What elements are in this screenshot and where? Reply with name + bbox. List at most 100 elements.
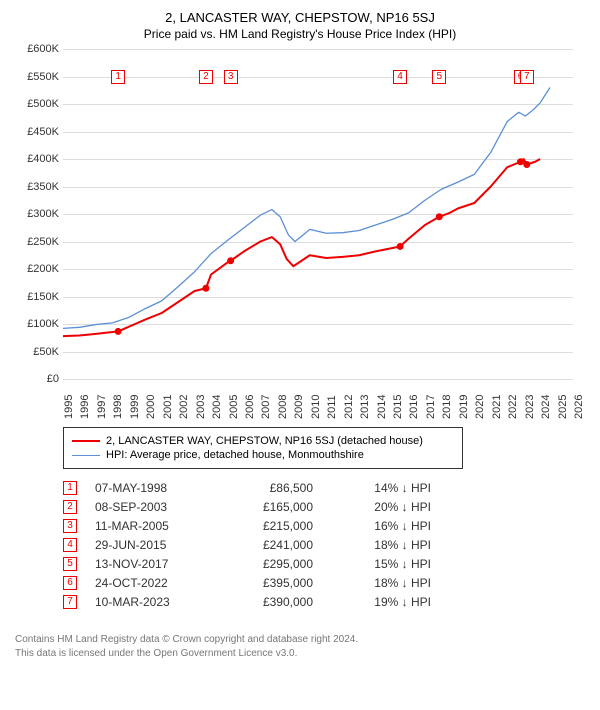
- x-axis-label: 2002: [178, 395, 186, 419]
- sales-row-price: £395,000: [223, 576, 313, 590]
- sales-row-date: 24-OCT-2022: [95, 576, 205, 590]
- page-container: 2, LANCASTER WAY, CHEPSTOW, NP16 5SJ Pri…: [0, 0, 600, 619]
- sales-row-index-box: 7: [63, 595, 77, 609]
- sales-row-price: £295,000: [223, 557, 313, 571]
- y-axis-label: £250K: [15, 236, 59, 248]
- sales-row-date: 10-MAR-2023: [95, 595, 205, 609]
- sale-marker-dot: [436, 213, 443, 220]
- legend-swatch-property: [72, 440, 100, 442]
- sale-marker-box: 2: [199, 70, 213, 84]
- x-axis-label: 2013: [359, 395, 367, 419]
- x-axis-label: 2004: [211, 395, 219, 419]
- y-axis-label: £450K: [15, 126, 59, 138]
- sales-row: 429-JUN-2015£241,00018% ↓ HPI: [63, 538, 585, 552]
- sales-row-diff: 14% ↓ HPI: [331, 481, 431, 495]
- sales-row: 107-MAY-1998£86,50014% ↓ HPI: [63, 481, 585, 495]
- sales-row-diff: 16% ↓ HPI: [331, 519, 431, 533]
- sales-row-price: £86,500: [223, 481, 313, 495]
- x-axis-label: 2019: [458, 395, 466, 419]
- sale-marker-box: 3: [224, 70, 238, 84]
- sales-row-price: £165,000: [223, 500, 313, 514]
- x-axis-label: 2021: [491, 395, 499, 419]
- chart-svg: [63, 49, 573, 379]
- sale-marker-box: 5: [432, 70, 446, 84]
- sales-row: 2 08-SEP-2003 £165,000 20% ↓ HPI: [63, 500, 585, 514]
- x-axis-label: 2009: [293, 395, 301, 419]
- x-axis-label: 2014: [376, 395, 384, 419]
- sales-row-date: 11-MAR-2005: [95, 519, 205, 533]
- sales-row-index-box: 3: [63, 519, 77, 533]
- sales-row: 7 10-MAR-2023 £390,000 19% ↓ HPI: [63, 595, 585, 609]
- sales-row-date: 29-JUN-2015: [95, 538, 205, 552]
- sales-row-index-box: 4: [63, 538, 77, 552]
- sales-row-diff: 18% ↓ HPI: [331, 538, 431, 552]
- legend-swatch-hpi: [72, 455, 100, 456]
- x-axis-label: 1995: [63, 395, 71, 419]
- plot-area: 1995199619971998199920002001200220032004…: [63, 49, 573, 379]
- y-axis-label: £400K: [15, 153, 59, 165]
- x-axis-label: 2025: [557, 395, 565, 419]
- sale-marker-dot: [517, 158, 524, 165]
- x-axis-label: 2007: [260, 395, 268, 419]
- footer-line-2: This data is licensed under the Open Gov…: [15, 647, 600, 661]
- sales-row: 513-NOV-2017£295,00015% ↓ HPI: [63, 557, 585, 571]
- y-axis-label: £150K: [15, 291, 59, 303]
- chart: 1995199619971998199920002001200220032004…: [15, 49, 573, 379]
- sales-row-price: £215,000: [223, 519, 313, 533]
- sales-row: 3 11-MAR-2005 £215,000 16% ↓ HPI: [63, 519, 585, 533]
- legend-label-property: 2, LANCASTER WAY, CHEPSTOW, NP16 5SJ (de…: [106, 435, 423, 447]
- x-axis-label: 2017: [425, 395, 433, 419]
- y-axis-label: £100K: [15, 318, 59, 330]
- sales-row-index-box: 2: [63, 500, 77, 514]
- legend: 2, LANCASTER WAY, CHEPSTOW, NP16 5SJ (de…: [63, 427, 463, 469]
- sale-marker-dot: [202, 285, 209, 292]
- sale-marker-dot: [115, 328, 122, 335]
- legend-label-hpi: HPI: Average price, detached house, Monm…: [106, 449, 364, 461]
- series-hpi: [63, 88, 550, 329]
- x-axis-label: 2023: [524, 395, 532, 419]
- x-axis-label: 1998: [112, 395, 120, 419]
- series-property: [63, 159, 540, 336]
- sale-marker-dot: [227, 257, 234, 264]
- y-axis-label: £350K: [15, 181, 59, 193]
- legend-item-hpi: HPI: Average price, detached house, Monm…: [72, 449, 454, 461]
- x-axis-label: 1999: [129, 395, 137, 419]
- y-axis-label: £500K: [15, 98, 59, 110]
- legend-item-property: 2, LANCASTER WAY, CHEPSTOW, NP16 5SJ (de…: [72, 435, 454, 447]
- y-axis-label: £0: [15, 373, 59, 385]
- x-axis-label: 2001: [162, 395, 170, 419]
- footer: Contains HM Land Registry data © Crown c…: [15, 633, 600, 660]
- y-axis-label: £300K: [15, 208, 59, 220]
- x-axis-label: 2020: [474, 395, 482, 419]
- sales-row-diff: 20% ↓ HPI: [331, 500, 431, 514]
- sales-row-diff: 18% ↓ HPI: [331, 576, 431, 590]
- x-axis-label: 2026: [573, 395, 581, 419]
- x-axis-labels: 1995199619971998199920002001200220032004…: [63, 379, 573, 421]
- sales-table: 107-MAY-1998£86,50014% ↓ HPI208-SEP-2003…: [63, 481, 585, 609]
- sale-marker-dot: [397, 243, 404, 250]
- x-axis-label: 2024: [540, 395, 548, 419]
- sales-row-index-box: 6: [63, 576, 77, 590]
- sale-marker-box: 7: [520, 70, 534, 84]
- x-axis-label: 2022: [507, 395, 515, 419]
- sales-row: 6 24-OCT-2022 £395,000 18% ↓ HPI: [63, 576, 585, 590]
- y-axis-label: £550K: [15, 71, 59, 83]
- sales-row-diff: 19% ↓ HPI: [331, 595, 431, 609]
- x-axis-label: 2018: [441, 395, 449, 419]
- sale-marker-dot: [523, 161, 530, 168]
- x-axis-label: 1997: [96, 395, 104, 419]
- x-axis-label: 2011: [326, 395, 334, 419]
- page-subtitle: Price paid vs. HM Land Registry's House …: [15, 27, 585, 41]
- sales-row-index-box: 5: [63, 557, 77, 571]
- y-axis-label: £50K: [15, 346, 59, 358]
- y-axis-label: £600K: [15, 43, 59, 55]
- sale-marker-box: 1: [111, 70, 125, 84]
- x-axis-label: 2008: [277, 395, 285, 419]
- sales-row-price: £390,000: [223, 595, 313, 609]
- sales-row-date: 08-SEP-2003: [95, 500, 205, 514]
- x-axis-label: 2010: [310, 395, 318, 419]
- x-axis-label: 2000: [145, 395, 153, 419]
- x-axis-label: 2006: [244, 395, 252, 419]
- x-axis-label: 2012: [343, 395, 351, 419]
- sales-row-date: 13-NOV-2017: [95, 557, 205, 571]
